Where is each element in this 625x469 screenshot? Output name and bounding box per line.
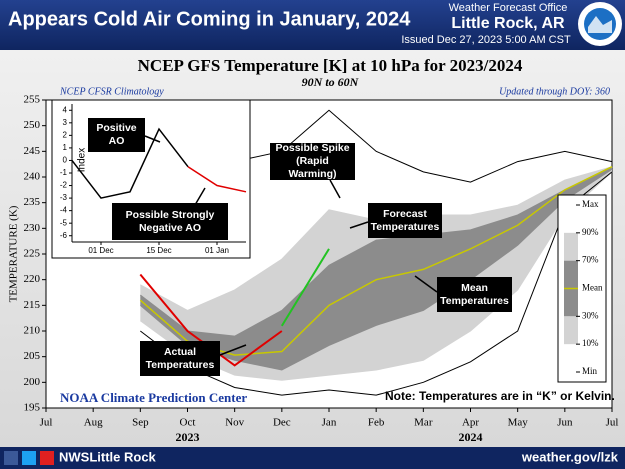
- annotation: Possible Spike (Rapid Warming): [270, 142, 355, 180]
- y-axis-label: TEMPERATURE (K): [8, 205, 20, 302]
- legend-label: 90%: [582, 227, 599, 237]
- x-tick-label: Jul: [606, 417, 619, 429]
- legend-label: 30%: [582, 310, 599, 320]
- y-tick-label: 195: [24, 402, 41, 414]
- y-axis-label: Index: [77, 148, 88, 172]
- year-label: 2024: [459, 430, 483, 444]
- y-tick-label: 230: [24, 222, 41, 234]
- x-tick-label: Jul: [40, 417, 53, 429]
- y-tick-label: 215: [24, 299, 41, 311]
- series-line: [140, 171, 613, 396]
- credit: NOAA Climate Prediction Center: [60, 390, 247, 405]
- y-tick-label: -5: [60, 218, 68, 227]
- legend-swatch: [564, 260, 578, 289]
- arrows: [144, 135, 438, 356]
- chart-subtitle: 90N to 60N: [302, 75, 360, 89]
- logo-mark: [588, 16, 612, 33]
- x-tick-label: Oct: [180, 417, 196, 429]
- y-tick-label: 225: [24, 248, 41, 260]
- site-url: weather.gov/lzk: [521, 449, 619, 464]
- legend-label: Mean: [582, 283, 603, 293]
- social-handle: NWSLittle Rock: [59, 449, 157, 464]
- y-tick-label: 4: [63, 105, 68, 114]
- annotation: Mean Temperatures: [437, 277, 512, 312]
- y-tick-label: -1: [60, 168, 68, 177]
- y-tick-label: 255: [24, 94, 41, 106]
- twitter-icon[interactable]: [22, 451, 36, 465]
- header-bar: [0, 0, 625, 50]
- x-tick-label: 15 Dec: [146, 246, 171, 255]
- y-tick-label: 245: [24, 145, 41, 157]
- y-tick-label: 220: [24, 273, 41, 285]
- annotation: Actual Temperatures: [140, 341, 220, 376]
- y-tick-label: 200: [24, 376, 41, 388]
- x-tick-label: Dec: [273, 417, 291, 429]
- chart-title: NCEP GFS Temperature [K] at 10 hPa for 2…: [138, 56, 523, 75]
- x-tick-label: Jun: [557, 417, 573, 429]
- x-tick-label: Aug: [84, 417, 103, 429]
- y-tick-label: 205: [24, 350, 41, 362]
- year-label: 2023: [176, 430, 200, 444]
- series-line: [140, 166, 613, 337]
- series-line: [187, 166, 247, 193]
- legend-swatch: [564, 316, 578, 345]
- y-tick-label: 250: [24, 119, 41, 131]
- band-fill: [140, 166, 613, 371]
- x-tick-label: 01 Dec: [88, 246, 113, 255]
- office: Weather Forecast Office: [449, 2, 568, 14]
- y-tick-label: 210: [24, 325, 41, 337]
- series-line: [280, 248, 330, 327]
- y-tick-label: -4: [60, 206, 68, 215]
- header-title: Appears Cold Air Coming in January, 2024: [8, 8, 411, 30]
- x-tick-label: Mar: [414, 417, 433, 429]
- footer-bar: [0, 447, 625, 469]
- arrow: [144, 135, 161, 143]
- y-tick-label: 1: [63, 143, 68, 152]
- y-tick-label: 240: [24, 171, 41, 183]
- legend-label: Min: [582, 366, 598, 376]
- legend-label: 10%: [582, 338, 599, 348]
- y-tick-label: 2: [63, 130, 68, 139]
- source-note: NCEP CFSR Climatology: [59, 86, 164, 97]
- y-tick-label: -2: [60, 181, 68, 190]
- x-tick-label: May: [508, 417, 529, 429]
- legend-swatch: [564, 232, 578, 261]
- x-tick-label: Sep: [132, 417, 149, 429]
- legend-swatch: [564, 288, 578, 317]
- facebook-icon[interactable]: [4, 451, 18, 465]
- youtube-icon[interactable]: [40, 451, 54, 465]
- arrow: [329, 179, 341, 199]
- x-tick-label: Apr: [462, 417, 479, 429]
- legend-label: 70%: [582, 255, 599, 265]
- y-tick-label: -3: [60, 193, 68, 202]
- y-tick-label: 0: [63, 156, 68, 165]
- x-tick-label: Feb: [368, 417, 385, 429]
- updated-note: Updated through DOY: 360: [499, 86, 610, 97]
- issued: Issued Dec 27, 2023 5:00 AM CST: [401, 34, 571, 46]
- y-tick-label: 235: [24, 196, 41, 208]
- arrow: [349, 221, 369, 229]
- note: Note: Temperatures are in “K” or Kelvin.: [385, 389, 615, 403]
- annotation: Forecast Temperatures: [368, 203, 442, 238]
- annotation: Positive AO: [88, 118, 145, 152]
- x-tick-label: Nov: [225, 417, 244, 429]
- arrow: [219, 344, 247, 356]
- location: Little Rock, AR: [451, 15, 565, 32]
- x-tick-label: Jan: [322, 417, 337, 429]
- y-tick-label: -6: [60, 231, 68, 240]
- arrow: [414, 275, 438, 293]
- arrow: [194, 187, 206, 206]
- x-tick-label: 01 Jan: [205, 246, 229, 255]
- legend-label: Max: [582, 199, 599, 209]
- series-line: [71, 127, 189, 199]
- y-tick-label: 3: [63, 118, 68, 127]
- annotation: Possible Strongly Negative AO: [112, 203, 228, 240]
